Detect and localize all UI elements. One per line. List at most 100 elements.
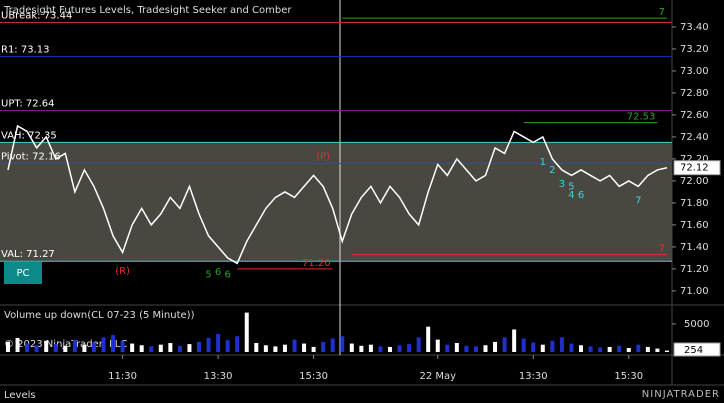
volume-bar [282, 344, 287, 352]
y-tick-label: 73.00 [680, 66, 709, 77]
volume-bar [579, 345, 583, 352]
last-volume-box [673, 342, 721, 357]
last-price: 72.12 [680, 163, 709, 174]
volume-bar [588, 346, 593, 352]
volume-bar [6, 341, 10, 352]
value-area [0, 142, 672, 262]
volume-bar [502, 337, 507, 352]
volume-bar [82, 344, 87, 352]
volume-bar [359, 345, 364, 352]
y-tick-label: 72.00 [680, 176, 709, 187]
x-tick-label: 13:30 [519, 371, 548, 382]
volume-bar [397, 345, 402, 352]
level-label: R1: 73.13 [1, 45, 50, 56]
y-tick-label: 71.20 [680, 264, 709, 275]
volume-bar [464, 345, 469, 352]
annotation: 6 [578, 190, 584, 201]
level-label: Pivot: 72.16 [1, 151, 61, 162]
volume-bar [598, 347, 603, 352]
volume-bar [187, 344, 192, 352]
volume-bar [91, 342, 96, 352]
y-tick-label: 72.20 [680, 154, 709, 165]
y-tick-label: 72.80 [680, 88, 709, 99]
volume-bar [388, 346, 392, 352]
annotation: (R) [115, 266, 130, 277]
price-line [7, 124, 668, 265]
segment-label: 72.53 [627, 112, 656, 123]
volume-bar [368, 344, 373, 352]
volume-bar [111, 335, 116, 352]
volume-bar [139, 345, 144, 352]
x-tick-label: 22 May [419, 371, 456, 382]
volume-bar [44, 340, 49, 352]
volume-bar [130, 343, 135, 352]
volume-bar [206, 337, 211, 352]
y-tick-label: 73.20 [680, 44, 709, 55]
volume-bar [493, 341, 498, 352]
volume-bar [197, 341, 201, 352]
volume-bar [626, 348, 631, 352]
tab-label[interactable]: Levels [4, 390, 36, 401]
volume-bar [168, 343, 173, 352]
last-price-box [673, 160, 721, 176]
volume-bar [378, 346, 383, 352]
x-tick-label: 15:30 [614, 371, 643, 382]
segment-label: 71.20 [302, 258, 331, 269]
volume-bar [445, 344, 450, 352]
volume-bar [34, 345, 39, 352]
volume-bar [158, 344, 163, 352]
y-tick-label: 71.60 [680, 220, 709, 231]
x-tick-label: 15:30 [299, 371, 328, 382]
annotation: 4 [568, 190, 574, 201]
annotation: 6 [224, 269, 230, 280]
annotation: 2 [549, 165, 555, 176]
volume-bar [645, 346, 650, 352]
volume-bar [483, 345, 488, 352]
logo: NINJATRADER [642, 389, 720, 400]
last-volume: 254 [684, 345, 703, 356]
volume-title: Volume up down(CL 07-23 (5 Minute)) [4, 310, 195, 321]
volume-bar [540, 344, 545, 352]
y-tick-label: 71.00 [680, 286, 709, 297]
level-label: VAL: 71.27 [1, 249, 55, 260]
volume-bar [216, 334, 221, 352]
volume-bar [101, 337, 106, 352]
volume-bar [617, 345, 622, 352]
volume-bar [330, 338, 335, 352]
volume-bar [407, 344, 412, 352]
volume-bar [349, 343, 354, 352]
x-tick-label: 11:30 [108, 371, 137, 382]
volume-bar [340, 336, 345, 352]
volume-bar [426, 326, 431, 352]
volume-bar [25, 343, 30, 352]
volume-bar [15, 337, 20, 352]
volume-bar [254, 343, 259, 352]
volume-bar [225, 340, 230, 352]
copyright: © 2023 NinjaTrader, LLC [4, 339, 127, 350]
volume-bar [435, 339, 440, 352]
volume-bar [607, 346, 612, 352]
segment-label: 7 [659, 7, 665, 18]
pc-button[interactable] [4, 262, 42, 284]
volume-bar [311, 346, 316, 352]
annotation: 5 [205, 269, 211, 280]
volume-bar [321, 341, 326, 352]
level-label: UPT: 72.64 [1, 99, 55, 110]
volume-bar [664, 350, 669, 352]
annotation: 3 [559, 179, 565, 190]
pc-button-label: PC [16, 268, 29, 279]
annotation: 7 [635, 196, 641, 207]
y-tick-label: 5000 [684, 319, 709, 330]
y-tick-label: 72.60 [680, 110, 709, 121]
volume-bar [120, 341, 125, 352]
volume-bar [63, 345, 68, 352]
y-tick-label: 71.40 [680, 242, 709, 253]
level-label: UBreak: 73.44 [1, 11, 72, 22]
volume-bar [531, 342, 536, 352]
segment-label: 7 [659, 244, 665, 255]
volume-bar [273, 346, 278, 352]
volume-bar [263, 345, 268, 352]
volume-bar [302, 343, 307, 352]
volume-bar [636, 344, 641, 352]
